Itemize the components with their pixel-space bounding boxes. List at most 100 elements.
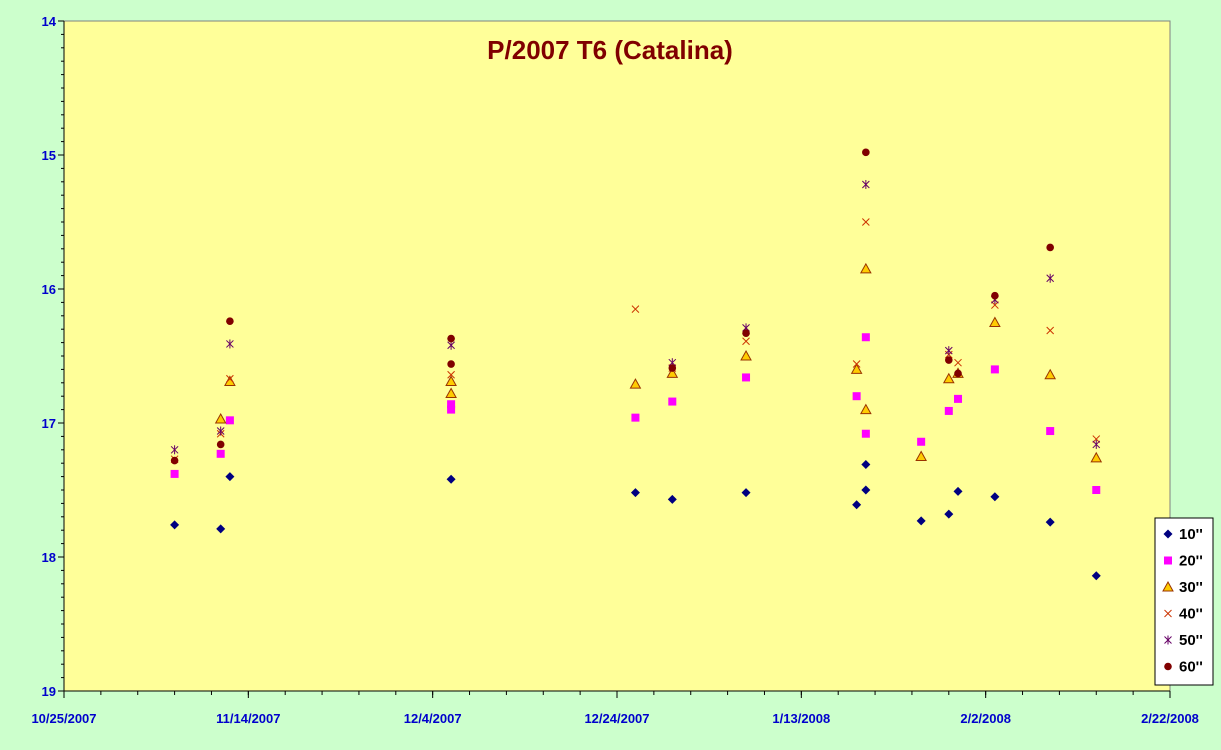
data-point [225, 472, 235, 482]
data-point [226, 374, 234, 383]
legend-marker [1164, 556, 1172, 565]
data-point [1090, 451, 1103, 463]
legend-label: 40'' [1179, 606, 1203, 623]
y-tick-label: 18 [42, 550, 56, 565]
plot-area [63, 20, 1171, 692]
data-point [861, 218, 870, 226]
data-point [991, 291, 999, 300]
data-point [990, 492, 1000, 502]
chart-title: P/2007 T6 (Catalina) [487, 35, 733, 65]
data-point [1092, 439, 1101, 449]
data-point [225, 416, 234, 425]
data-point [1091, 571, 1101, 581]
legend: 10'' 20'' 30'' 40'' 50'' 60'' [1154, 517, 1214, 686]
legend-marker [1164, 609, 1172, 618]
data-point [917, 437, 926, 446]
data-point [954, 369, 962, 378]
data-point [216, 426, 225, 436]
data-point [861, 460, 871, 470]
data-point [944, 406, 953, 415]
legend-marker [1164, 635, 1172, 645]
data-point [1092, 486, 1101, 494]
data-point [667, 494, 677, 504]
data-point [216, 440, 225, 449]
data-point [852, 392, 861, 401]
data-point [850, 363, 863, 374]
data-point [1046, 273, 1055, 283]
data-point [1044, 368, 1057, 380]
legend-marker [1164, 662, 1172, 671]
data-point [954, 358, 962, 367]
x-tick-label: 12/4/2007 [404, 711, 462, 726]
data-point [1046, 243, 1054, 252]
data-point [915, 450, 927, 461]
data-point [447, 405, 456, 414]
legend-marker [1162, 580, 1174, 592]
data-point [668, 364, 677, 372]
data-point [860, 262, 872, 274]
y-axis: 14 15 16 17 18 19 [42, 14, 65, 699]
data-point [216, 524, 226, 534]
data-point [214, 412, 227, 424]
data-point [742, 337, 750, 346]
legend-label: 60'' [1179, 659, 1203, 676]
legend-label: 20'' [1179, 553, 1203, 570]
y-tick-label: 16 [42, 282, 56, 297]
x-tick-label: 12/24/2007 [584, 711, 649, 726]
data-point [631, 413, 640, 422]
data-point [446, 474, 456, 484]
y-tick-label: 14 [42, 14, 57, 29]
legend-marker [1163, 529, 1173, 539]
series-6 [170, 148, 1054, 465]
data-point [944, 509, 954, 519]
data-point [1045, 517, 1055, 527]
data-point [740, 349, 752, 361]
data-point [447, 334, 455, 343]
data-point [742, 373, 751, 382]
x-tick-label: 1/13/2008 [772, 711, 830, 726]
data-point [170, 445, 179, 455]
series-2 [170, 333, 1101, 494]
data-point [861, 179, 870, 189]
data-point [954, 394, 963, 403]
legend-item: 40'' [1164, 606, 1203, 623]
data-point [1046, 427, 1055, 436]
legend-item: 20'' [1164, 553, 1203, 570]
data-point [666, 367, 679, 378]
data-point [741, 488, 751, 498]
legend-item: 60'' [1164, 659, 1203, 676]
data-point [629, 378, 642, 389]
data-point [742, 329, 750, 338]
series-3 [214, 262, 1103, 463]
legend-box [1154, 517, 1214, 686]
legend-label: 50'' [1179, 632, 1203, 649]
data-point [953, 486, 963, 496]
data-point [916, 516, 926, 526]
data-point [945, 356, 953, 364]
data-point [944, 346, 953, 356]
data-point [862, 148, 870, 157]
y-tick-label: 17 [42, 416, 56, 431]
legend-label: 10'' [1179, 526, 1203, 543]
x-tick-label: 2/2/2008 [960, 711, 1011, 726]
data-point [447, 360, 455, 368]
data-point [216, 449, 225, 458]
x-tick-label: 10/25/2007 [31, 711, 96, 726]
y-tick-label: 19 [42, 684, 56, 699]
data-point [989, 316, 1001, 327]
x-tick-label: 2/22/2008 [1141, 711, 1199, 726]
data-point [170, 456, 179, 465]
legend-label: 30'' [1179, 579, 1203, 596]
data-point [861, 333, 870, 342]
data-point [852, 360, 861, 368]
data-point [170, 520, 180, 530]
data-point [942, 372, 955, 384]
data-point [631, 305, 640, 313]
x-tick-label: 11/14/2007 [216, 711, 280, 726]
legend-item: 30'' [1162, 579, 1203, 596]
data-point [861, 485, 871, 495]
data-point [226, 317, 234, 325]
series-1 [170, 460, 1101, 581]
data-point [170, 469, 179, 478]
